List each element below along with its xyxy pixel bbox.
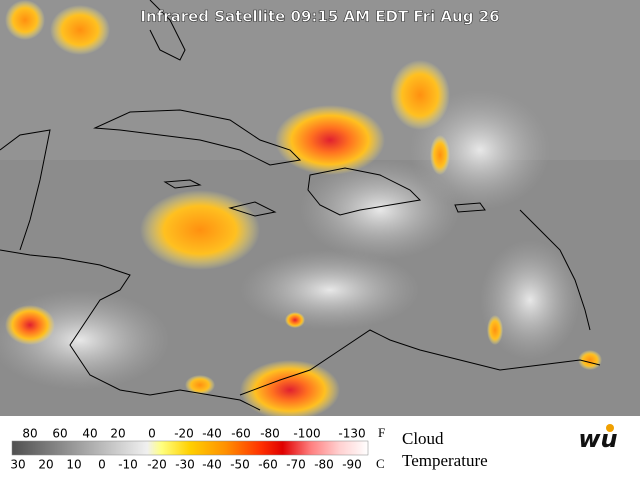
scale-label: 20 (38, 458, 53, 472)
scale-label: -80 (314, 458, 334, 472)
celsius-unit: C (376, 456, 385, 471)
scale-label: -100 (293, 427, 320, 441)
caption: Temperature (402, 451, 488, 470)
scale-label: -60 (258, 458, 278, 472)
scale-label: -60 (231, 427, 251, 441)
scale-label: -90 (342, 458, 362, 472)
title: Infrared Satellite 09:15 AM EDT Fri Aug … (140, 8, 499, 26)
celsius-labels: 30 20 10 0 -10 -20 -30 -40 -50 -60 -70 -80 -90 (10, 458, 361, 472)
scale-label: 40 (82, 427, 97, 441)
color-scale (11, 440, 369, 456)
scale-label: -130 (338, 427, 365, 441)
scale-label: 30 (10, 458, 25, 472)
scale-label: -40 (202, 458, 222, 472)
scale-label: -50 (230, 458, 250, 472)
caption: Cloud (402, 429, 444, 448)
scale-label: 80 (22, 427, 37, 441)
map (0, 0, 640, 420)
logo-dot (606, 424, 614, 432)
scale-label: -30 (175, 458, 195, 472)
fahrenheit-labels: 80 60 40 20 0 -20 -40 -60 -80 -100 -130 (22, 427, 365, 441)
scale-label: -80 (260, 427, 280, 441)
scale-label: 0 (148, 427, 156, 441)
scale-label: -20 (174, 427, 194, 441)
scale-label: 20 (110, 427, 125, 441)
scale-label: -40 (202, 427, 222, 441)
scale-label: 60 (52, 427, 67, 441)
scale-label: 0 (98, 458, 106, 472)
scale-label: -70 (286, 458, 306, 472)
scale-label: 10 (66, 458, 81, 472)
scale-label: -10 (118, 458, 138, 472)
scale-label: -20 (147, 458, 167, 472)
fahrenheit-unit: F (378, 425, 385, 440)
